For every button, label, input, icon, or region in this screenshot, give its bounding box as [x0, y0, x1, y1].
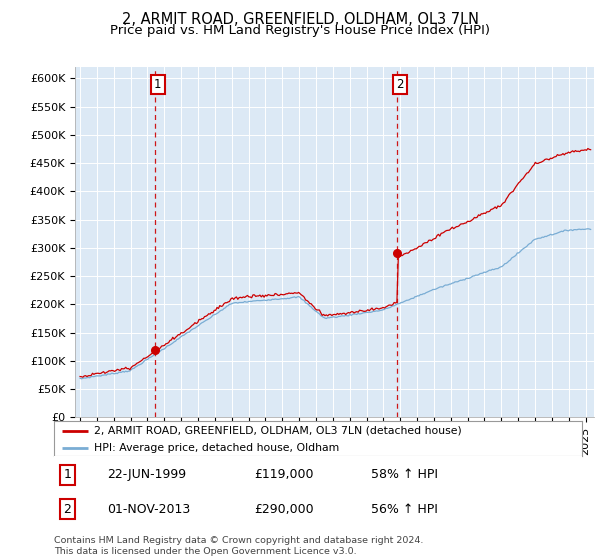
Text: Price paid vs. HM Land Registry's House Price Index (HPI): Price paid vs. HM Land Registry's House …: [110, 24, 490, 36]
Text: 56% ↑ HPI: 56% ↑ HPI: [371, 503, 437, 516]
Text: £290,000: £290,000: [254, 503, 314, 516]
Text: 58% ↑ HPI: 58% ↑ HPI: [371, 468, 438, 481]
Text: 2: 2: [396, 78, 404, 91]
Text: 1: 1: [154, 78, 161, 91]
Text: 01-NOV-2013: 01-NOV-2013: [107, 503, 190, 516]
Text: £119,000: £119,000: [254, 468, 314, 481]
Text: HPI: Average price, detached house, Oldham: HPI: Average price, detached house, Oldh…: [94, 443, 339, 453]
Text: 2, ARMIT ROAD, GREENFIELD, OLDHAM, OL3 7LN: 2, ARMIT ROAD, GREENFIELD, OLDHAM, OL3 7…: [121, 12, 479, 27]
Text: Contains HM Land Registry data © Crown copyright and database right 2024.
This d: Contains HM Land Registry data © Crown c…: [54, 536, 424, 556]
Text: 1: 1: [63, 468, 71, 481]
Text: 2: 2: [63, 503, 71, 516]
Text: 2, ARMIT ROAD, GREENFIELD, OLDHAM, OL3 7LN (detached house): 2, ARMIT ROAD, GREENFIELD, OLDHAM, OL3 7…: [94, 426, 461, 436]
Text: 22-JUN-1999: 22-JUN-1999: [107, 468, 186, 481]
